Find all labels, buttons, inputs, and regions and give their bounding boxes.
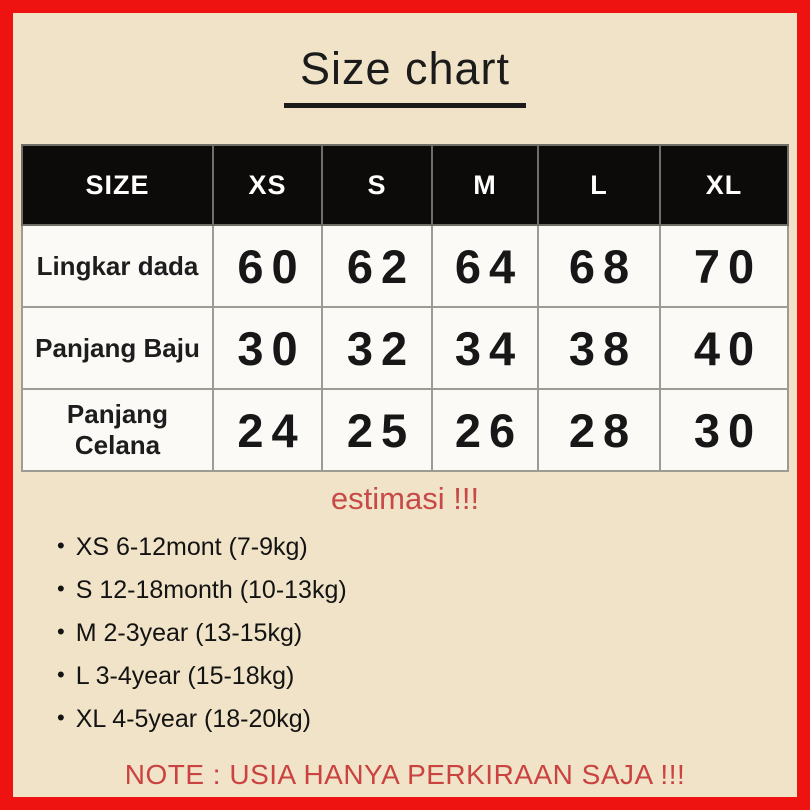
cell-value: 60 xyxy=(212,224,323,308)
size-note-s: S 12-18month (10-13kg) xyxy=(75,576,347,604)
table-row: Panjang Celana 24 25 26 28 30 xyxy=(21,388,789,472)
cell-value: 30 xyxy=(659,388,789,472)
list-item: • M 2-3year (13-15kg) xyxy=(57,619,797,648)
bullet-icon: • xyxy=(57,662,65,687)
list-item: • XL 4-5year (18-20kg) xyxy=(57,705,797,734)
row-label-lingkar-dada: Lingkar dada xyxy=(21,224,214,308)
cell-value: 30 xyxy=(212,306,323,390)
cell-value: 70 xyxy=(659,224,789,308)
column-header-m: M xyxy=(431,144,539,226)
row-label-panjang-celana: Panjang Celana xyxy=(21,388,214,472)
cell-value: 26 xyxy=(431,388,539,472)
table-header-row: SIZE XS S M L XL xyxy=(21,144,789,226)
cell-value: 38 xyxy=(537,306,661,390)
column-header-xs: XS xyxy=(212,144,323,226)
bullet-icon: • xyxy=(57,705,65,730)
size-table: SIZE XS S M L XL Lingkar dada 60 62 64 6… xyxy=(21,144,789,472)
list-item: • L 3-4year (15-18kg) xyxy=(57,662,797,691)
cell-value: 40 xyxy=(659,306,789,390)
list-item: • S 12-18month (10-13kg) xyxy=(57,576,797,605)
column-header-xl: XL xyxy=(659,144,789,226)
table-row: Panjang Baju 30 32 34 38 40 xyxy=(21,306,789,390)
cell-value: 32 xyxy=(321,306,433,390)
cell-value: 24 xyxy=(212,388,323,472)
estimasi-label: estimasi !!! xyxy=(330,481,480,516)
row-label-panjang-baju: Panjang Baju xyxy=(21,306,214,390)
cell-value: 25 xyxy=(321,388,433,472)
column-header-s: S xyxy=(321,144,433,226)
page-title: Size chart xyxy=(283,43,527,108)
column-header-size: SIZE xyxy=(21,144,214,226)
column-header-l: L xyxy=(537,144,661,226)
table-row: Lingkar dada 60 62 64 68 70 xyxy=(21,224,789,308)
size-note-m: M 2-3year (13-15kg) xyxy=(75,619,303,647)
title-container: Size chart xyxy=(13,43,797,108)
cell-value: 28 xyxy=(537,388,661,472)
bullet-icon: • xyxy=(57,533,65,558)
size-notes-list: • XS 6-12mont (7-9kg) • S 12-18month (10… xyxy=(57,533,797,734)
cell-value: 64 xyxy=(431,224,539,308)
cell-value: 34 xyxy=(431,306,539,390)
bullet-icon: • xyxy=(57,576,65,601)
size-note-xs: XS 6-12mont (7-9kg) xyxy=(75,533,308,561)
cell-value: 62 xyxy=(321,224,433,308)
age-disclaimer-note: NOTE : USIA HANYA PERKIRAAN SAJA !!! xyxy=(124,759,686,790)
size-note-xl: XL 4-5year (18-20kg) xyxy=(75,705,312,733)
bullet-icon: • xyxy=(57,619,65,644)
cell-value: 68 xyxy=(537,224,661,308)
list-item: • XS 6-12mont (7-9kg) xyxy=(57,533,797,562)
size-note-l: L 3-4year (15-18kg) xyxy=(75,662,295,690)
